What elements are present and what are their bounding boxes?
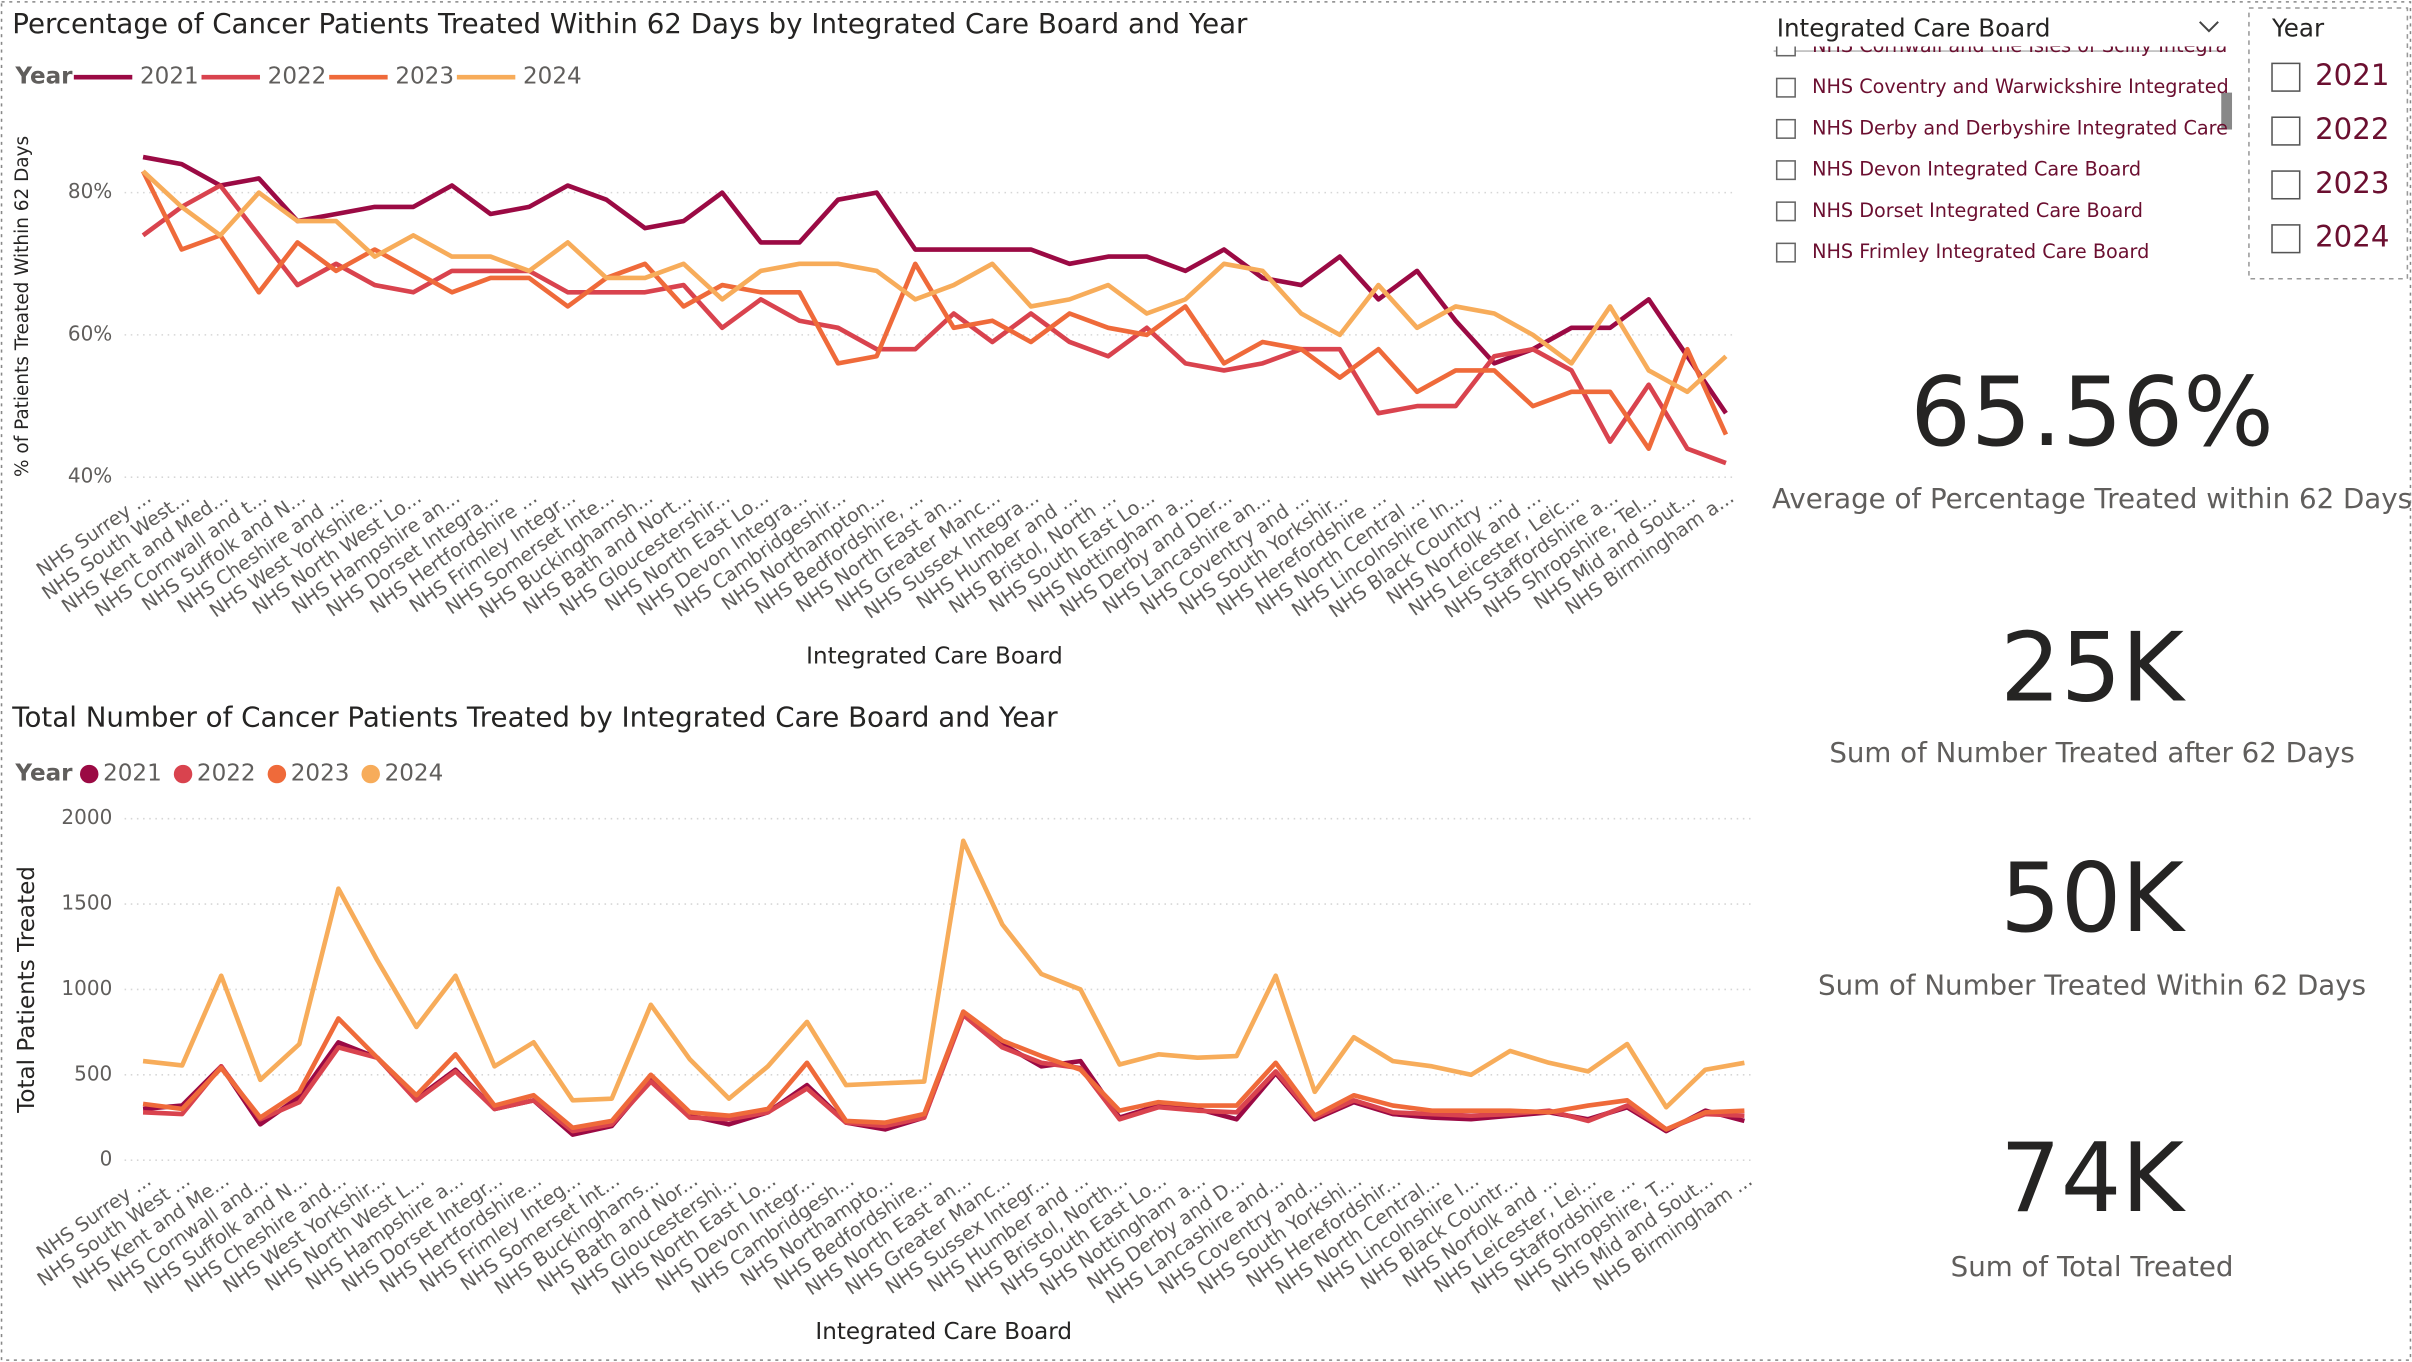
y-axis-title: % of Patients Treated Within 62 Days (12, 136, 33, 477)
series-line (142, 1012, 1745, 1134)
y-tick-label: 80% (68, 179, 112, 203)
series-line (142, 838, 1745, 1110)
y-tick-label: 0 (100, 1147, 113, 1171)
series-line (140, 170, 1729, 452)
legend-label: 2022 (268, 64, 327, 90)
scrollbar[interactable] (2221, 92, 2233, 130)
kpi-value: 25K (2000, 612, 2186, 723)
legend-marker (79, 764, 99, 784)
checkbox[interactable] (1775, 118, 1796, 139)
legend-marker (173, 764, 193, 784)
legend-marker (267, 764, 287, 784)
legend-label: 2021 (103, 761, 162, 787)
y-axis-title: Total Patients Treated (14, 866, 40, 1114)
y-tick-label: 2000 (61, 805, 112, 829)
checkbox[interactable] (1775, 201, 1796, 222)
legend-marker (361, 764, 380, 784)
y-tick-label: 1500 (61, 891, 112, 915)
checkbox[interactable] (1775, 242, 1796, 263)
checkbox[interactable] (1775, 77, 1796, 98)
legend-title: Year (14, 64, 73, 90)
slicer-item[interactable]: NHS Frimley Integrated Care Board (1812, 240, 2149, 263)
legend-title: Year (14, 761, 73, 787)
slicer-item[interactable]: NHS Coventry and Warwickshire Integrated… (1812, 75, 2267, 98)
kpi-label: Sum of Number Treated after 62 Days (1829, 736, 2354, 769)
y-tick-label: 60% (68, 321, 112, 345)
series-line (142, 1009, 1745, 1132)
slicer-item[interactable]: NHS Devon Integrated Care Board (1812, 158, 2141, 181)
x-axis-title: Integrated Care Board (815, 1319, 1072, 1345)
kpi-label: Average of Percentage Treated within 62 … (1772, 482, 2412, 515)
kpi-value: 50K (2000, 843, 2186, 954)
y-tick-label: 500 (74, 1061, 112, 1085)
series-line (141, 169, 1728, 395)
slicer-item[interactable]: 2021 (2315, 58, 2389, 92)
slicer-title: Integrated Care Board (1777, 14, 2051, 43)
year-slicer-frame (2248, 7, 2409, 280)
slicer-item[interactable]: NHS Cornwall and the Isles of Scilly Int… (1812, 34, 2277, 57)
y-tick-label: 40% (68, 464, 112, 488)
slicer-item[interactable]: NHS Derby and Derbyshire Integrated Care… (1812, 116, 2266, 139)
legend-label: 2021 (140, 64, 199, 90)
legend-label: 2023 (291, 761, 350, 787)
kpi-cards: 65.56% Average of Percentage Treated with… (1772, 357, 2412, 1283)
checkbox[interactable] (2271, 224, 2301, 254)
checkbox[interactable] (1775, 160, 1796, 181)
checkbox[interactable] (2271, 62, 2301, 92)
legend-label: 2024 (523, 64, 582, 90)
checkbox[interactable] (1775, 37, 1796, 57)
year-list: 2021 2022 2023 2024 (2271, 58, 2389, 254)
slicer-list: NHS Cornwall and the Isles of Scilly Int… (1775, 34, 2277, 263)
dropdown-chevron[interactable] (2199, 21, 2219, 33)
kpi-value: 74K (2000, 1123, 2186, 1234)
slicer-item[interactable]: 2024 (2315, 220, 2389, 254)
kpi-label: Sum of Total Treated (1951, 1250, 2234, 1283)
kpi-value: 65.56% (1910, 357, 2274, 468)
legend-label: 2023 (395, 64, 454, 90)
slicer-item[interactable]: 2023 (2315, 166, 2389, 200)
chart-title: Total Number of Cancer Patients Treated … (11, 701, 1058, 734)
slicer-item[interactable]: NHS Dorset Integrated Care Board (1812, 199, 2143, 222)
series-line (141, 183, 1727, 466)
slicer-title: Year (2271, 14, 2325, 43)
checkbox[interactable] (2271, 170, 2301, 200)
slicer-item[interactable]: 2022 (2315, 112, 2389, 146)
checkbox[interactable] (2271, 116, 2301, 146)
legend-label: 2024 (385, 761, 444, 787)
series-line (142, 154, 1728, 415)
y-tick-label: 1000 (61, 976, 112, 1000)
x-axis-title: Integrated Care Board (806, 644, 1063, 670)
kpi-label: Sum of Number Treated Within 62 Days (1818, 968, 2366, 1001)
legend-label: 2022 (197, 761, 256, 787)
chart-title: Percentage of Cancer Patients Treated Wi… (12, 7, 1248, 40)
